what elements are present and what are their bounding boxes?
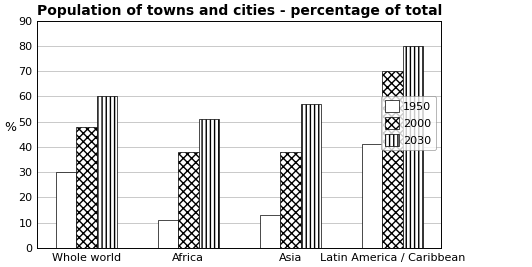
Bar — [301, 104, 321, 248]
Bar — [198, 119, 219, 248]
Bar — [97, 96, 117, 248]
Title: Population of towns and cities - percentage of total: Population of towns and cities - percent… — [37, 4, 442, 18]
Y-axis label: %: % — [4, 121, 16, 134]
Bar — [76, 127, 97, 248]
Bar — [280, 152, 301, 248]
Bar — [178, 152, 198, 248]
Bar — [403, 46, 423, 248]
Bar — [382, 71, 403, 248]
Bar — [56, 172, 76, 248]
Bar — [158, 220, 178, 248]
Legend: 1950, 2000, 2030: 1950, 2000, 2030 — [381, 96, 436, 150]
Bar — [260, 215, 280, 248]
Bar — [362, 144, 382, 248]
